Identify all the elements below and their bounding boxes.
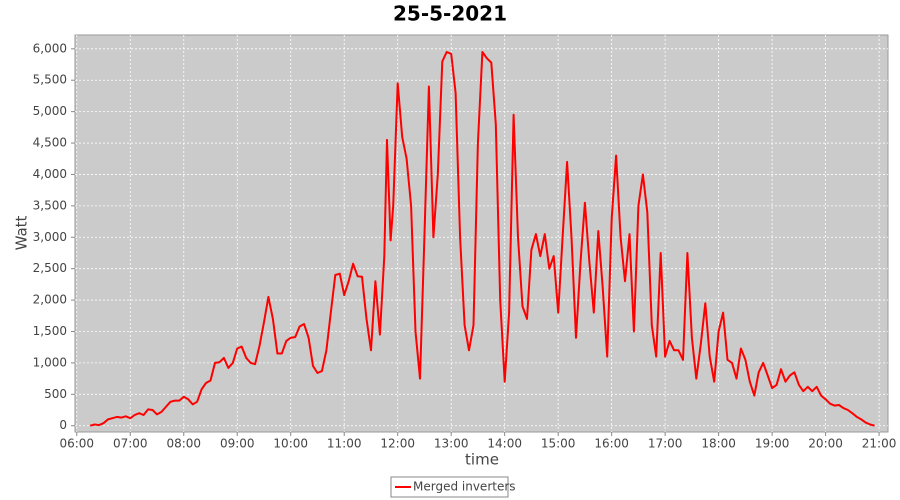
y-tick-label: 3,500 [33, 198, 67, 212]
y-tick-label: 0 [59, 418, 67, 432]
x-tick-label: 12:00 [380, 437, 415, 451]
y-tick-label: 4,000 [33, 167, 67, 181]
x-tick-label: 20:00 [808, 437, 843, 451]
y-axis-label: Watt [13, 215, 31, 250]
y-tick-label: 4,500 [33, 136, 67, 150]
y-tick-label: 1,000 [33, 355, 67, 369]
x-tick-label: 19:00 [755, 437, 790, 451]
x-tick-label: 09:00 [220, 437, 255, 451]
x-tick-label: 15:00 [541, 437, 576, 451]
x-tick-label: 17:00 [648, 437, 683, 451]
x-tick-label: 07:00 [113, 437, 148, 451]
x-tick-label: 13:00 [434, 437, 469, 451]
y-tick-label: 3,000 [33, 230, 67, 244]
y-tick-label: 5,500 [33, 73, 67, 87]
y-tick-label: 1,500 [33, 324, 67, 338]
x-tick-label: 21:00 [862, 437, 897, 451]
legend-label: Merged inverters [413, 480, 516, 494]
x-tick-label: 11:00 [327, 437, 362, 451]
x-tick-label: 14:00 [487, 437, 522, 451]
legend-box [390, 476, 509, 498]
plot-area [74, 34, 889, 433]
y-tick-label: 5,000 [33, 104, 67, 118]
y-tick-label: 500 [44, 387, 67, 401]
x-tick-label: 06:00 [59, 437, 94, 451]
x-tick-label: 18:00 [701, 437, 736, 451]
data-line [89, 51, 875, 427]
chart-title: 25-5-2021 [393, 2, 507, 26]
y-tick-label: 6,000 [33, 41, 67, 55]
x-tick-label: 10:00 [273, 437, 308, 451]
x-axis-label: time [465, 451, 499, 469]
x-tick-label: 16:00 [594, 437, 629, 451]
y-tick-label: 2,500 [33, 261, 67, 275]
y-tick-label: 2,000 [33, 293, 67, 307]
x-tick-label: 08:00 [166, 437, 201, 451]
